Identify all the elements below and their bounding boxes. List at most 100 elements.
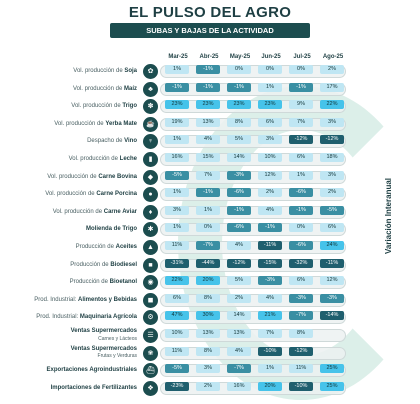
value-cell: -7% [227, 364, 251, 374]
month-header: Abr-25 [199, 54, 219, 60]
value-cell: 23% [227, 100, 251, 110]
value-cell: -1% [227, 82, 251, 92]
value-cell: 11% [165, 241, 189, 250]
cart-produce-icon: ❀ [143, 345, 158, 361]
value-cell: -14% [320, 311, 344, 321]
value-cell: 18% [320, 153, 344, 162]
pig-icon: ● [143, 187, 158, 203]
value-cell: 3% [258, 135, 282, 145]
month-header: Jun-25 [261, 54, 281, 60]
value-cell: 8% [227, 117, 251, 127]
value-cell: 16% [165, 153, 189, 162]
mill-icon: ✱ [143, 222, 158, 238]
value-cell: 4% [258, 293, 282, 303]
row-label: Producción de Bioetanol [70, 274, 137, 291]
wheat-icon: ✽ [143, 99, 158, 115]
value-cell: 25% [320, 364, 344, 374]
row-label-prefix: Vol. producción de [45, 191, 97, 198]
row-label: Vol. producción de Soja [73, 63, 137, 80]
row-label: Vol. producción de Yerba Mate [54, 116, 137, 133]
value-cell: 13% [196, 117, 220, 127]
fertilizer-icon: ❖ [143, 380, 158, 396]
row-label-prefix: Vol. producción de [71, 103, 123, 110]
value-cell: 2% [227, 293, 251, 303]
row-label-prefix: Prod. Industrial: [36, 314, 80, 321]
row-label-name: Importaciones de Fertilizantes [50, 384, 137, 391]
table-row: Importaciones de Fertilizantes ❖ -23% 2% 16%… [0, 380, 420, 397]
value-cell: 13% [196, 329, 220, 338]
row-label-name: Alimentos y Bebidas [77, 296, 137, 303]
value-cell: 3% [165, 205, 189, 215]
value-cell: 47% [165, 311, 189, 321]
value-cell: 3% [320, 117, 344, 127]
row-label-name: Bioetanol [109, 279, 137, 286]
row-label-name: Maquinaria Agrícola [79, 314, 137, 321]
value-cell: 19% [165, 117, 189, 127]
value-cell: 10% [258, 153, 282, 162]
value-cell: 7% [258, 329, 282, 338]
value-cell: -5% [320, 205, 344, 215]
value-cell: -15% [258, 258, 282, 268]
table-row: Molienda de Trigo ✱ 1% 0% -6% -1% 0% 6% [0, 221, 420, 238]
value-cell: -44% [196, 258, 220, 268]
wine-icon: ♆ [143, 134, 158, 150]
row-label: Vol. producción de Carne Aviar [53, 204, 137, 221]
value-cell: -3% [258, 276, 282, 286]
table-row: Despacho de Vino ♆ 1% 4% 5% 3% -12% -12% [0, 133, 420, 150]
value-cell: -32% [289, 258, 313, 268]
table-row: Vol. producción de Maíz ♣ -1% -1% -1% 1% -1% 17… [0, 81, 420, 98]
row-label: Despacho de Vino [87, 133, 137, 150]
food-icon: ◼ [143, 292, 158, 308]
value-cell: 24% [320, 241, 344, 250]
value-cell: 6% [289, 153, 313, 162]
row-label-name: Yerba Mate [105, 120, 137, 127]
milk-icon: ▮ [143, 152, 158, 167]
value-cell: -10% [289, 381, 313, 391]
month-header: Mar-25 [168, 54, 188, 60]
row-label-name: Vino [124, 138, 137, 145]
value-cell: 22% [165, 276, 189, 286]
value-cell: 4% [196, 135, 220, 145]
row-label-detail: Frutas y Verduras [97, 353, 137, 360]
row-label: Vol. producción de Trigo [71, 98, 137, 115]
row-label-prefix: Vol. producción de [73, 68, 125, 74]
value-cell: 8% [289, 329, 313, 338]
row-label-prefix: Despacho de [87, 138, 125, 145]
value-cell: -6% [289, 241, 313, 250]
row-label-prefix: Producción de [70, 261, 111, 268]
value-cell: -11% [320, 258, 344, 268]
table-row: Prod. Industrial: Alimentos y Bebidas ◼ 6%… [0, 292, 420, 309]
value-cell: 0% [289, 223, 313, 233]
page-subtitle-banner: SUBAS Y BAJAS DE LA ACTIVIDAD [110, 23, 310, 38]
value-cell: -10% [258, 346, 282, 356]
value-cell: 5% [227, 276, 251, 286]
bioethanol-icon: ◉ [143, 275, 158, 291]
cart-meat-icon: ☰ [143, 328, 158, 343]
value-cell: -6% [289, 188, 313, 198]
row-label: Prod. Industrial: Maquinaria Agrícola [36, 309, 137, 326]
export-icon: ⛴ [143, 363, 158, 379]
row-label-name: Carne Aviar [103, 208, 137, 215]
row-label: Exportaciones Agroindustriales [47, 362, 137, 379]
value-cell: 1% [165, 65, 189, 74]
value-cell: 25% [320, 381, 344, 391]
value-cell: -1% [196, 82, 220, 92]
value-cell: 3% [196, 364, 220, 374]
value-cell: -12% [289, 346, 313, 356]
value-cell: 11% [289, 364, 313, 374]
table-row: Vol. producción de Carne Aviar ♦ 3% 1% -1% 4%… [0, 204, 420, 221]
row-label-name: Maíz [123, 85, 137, 92]
value-cell: 21% [258, 311, 282, 321]
corn-icon: ♣ [143, 81, 158, 97]
value-cell: 20% [258, 381, 282, 391]
table-row: Vol. producción de Trigo ✽ 23% 23% 23% 23% 9% 2… [0, 98, 420, 115]
table-row: Exportaciones Agroindustriales ⛴ -5% 3% -7% 1… [0, 362, 420, 379]
value-cell: 1% [196, 205, 220, 215]
value-cell: 23% [165, 100, 189, 110]
table-row: Prod. Industrial: Maquinaria Agrícola ⚙ 47… [0, 309, 420, 326]
value-cell: 4% [258, 205, 282, 215]
row-label-prefix: Prod. Industrial: [34, 296, 78, 303]
row-label-name: Biodiesel [110, 261, 137, 268]
value-cell: 6% [289, 276, 313, 286]
value-cell: 3% [320, 170, 344, 180]
